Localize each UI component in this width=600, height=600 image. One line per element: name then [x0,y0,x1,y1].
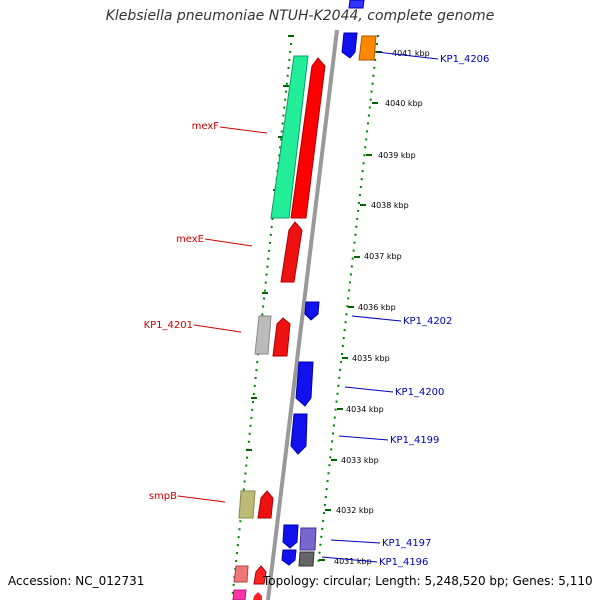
accession-text: Accession: NC_012731 [8,574,145,588]
gene-KP1-4200[interactable] [295,361,314,407]
map-title: Klebsiella pneumoniae NTUH-K2044, comple… [105,8,495,24]
label-mexE[interactable]: mexE [176,234,204,245]
kbp-label: 4032 kbp [336,506,374,515]
gene-pink-2[interactable] [253,565,267,585]
label-KP1-4202[interactable]: KP1_4202 [403,316,452,327]
label-KP1-4206[interactable]: KP1_4206 [440,54,489,65]
gene-smpB[interactable] [238,490,256,519]
gene-KP1-4196[interactable] [298,551,315,567]
leader-KP1-4202 [351,315,402,322]
kbp-label: 4037 kbp [364,252,402,261]
kbp-label: 4041 kbp [392,49,430,58]
gene-mexF[interactable] [270,55,309,219]
gene-KP1-4206[interactable] [358,35,377,61]
gene-KP1-4196-blue[interactable] [281,549,297,566]
kbp-label: 4038 kbp [371,201,409,210]
kbp-label: 4040 kbp [385,99,423,108]
leader-KP1-4199 [338,435,389,441]
leader-mexF [219,126,268,134]
gene-red-bottom[interactable] [253,592,262,600]
kbp-label: 4031 kbp [334,557,372,566]
topology-text: Topology: circular; Length: 5,248,520 bp… [263,574,593,588]
gene-KP1-4202[interactable] [304,301,320,321]
gene-mexE[interactable] [280,221,303,283]
label-KP1-4199[interactable]: KP1_4199 [390,435,439,446]
label-KP1-4197[interactable]: KP1_4197 [382,538,431,549]
gene-KP1-4197[interactable] [299,527,317,551]
gene-KP1-4197-blue[interactable] [282,524,299,549]
backbone [266,29,339,600]
leader-KP1-4197 [330,539,381,544]
right-ruler [317,34,379,567]
label-KP1-4200[interactable]: KP1_4200 [395,387,444,398]
gene-pink-1[interactable] [233,565,249,583]
gene-mexF-partner[interactable] [290,57,326,219]
gene-smpB-partner[interactable] [257,490,274,519]
kbp-label: 4036 kbp [358,303,396,312]
label-KP1-4196[interactable]: KP1_4196 [379,557,428,568]
leader-mexE [204,238,253,247]
kbp-label: 4034 kbp [346,405,384,414]
gene-KP1-4199[interactable] [290,413,308,455]
leader-smpB [177,495,226,503]
gene-KP1-4201b[interactable] [272,317,291,357]
gene-top-partial[interactable] [348,0,365,9]
label-mexF[interactable]: mexF [192,121,220,132]
kbp-label: 4039 kbp [378,151,416,160]
leader-KP1-4206 [376,51,439,60]
leader-KP1-4196 [321,556,378,563]
label-smpB[interactable]: smpB [149,491,177,502]
kbp-label: 4035 kbp [352,354,390,363]
label-KP1-4201[interactable]: KP1_4201 [144,320,193,331]
gene-KP1-4201[interactable] [254,315,272,355]
kbp-label: 4033 kbp [341,456,379,465]
leader-KP1-4201 [193,324,242,333]
gene-magenta-1[interactable] [232,589,247,600]
leader-KP1-4200 [344,386,394,393]
gene-KP1-4206-blue[interactable] [341,32,358,59]
